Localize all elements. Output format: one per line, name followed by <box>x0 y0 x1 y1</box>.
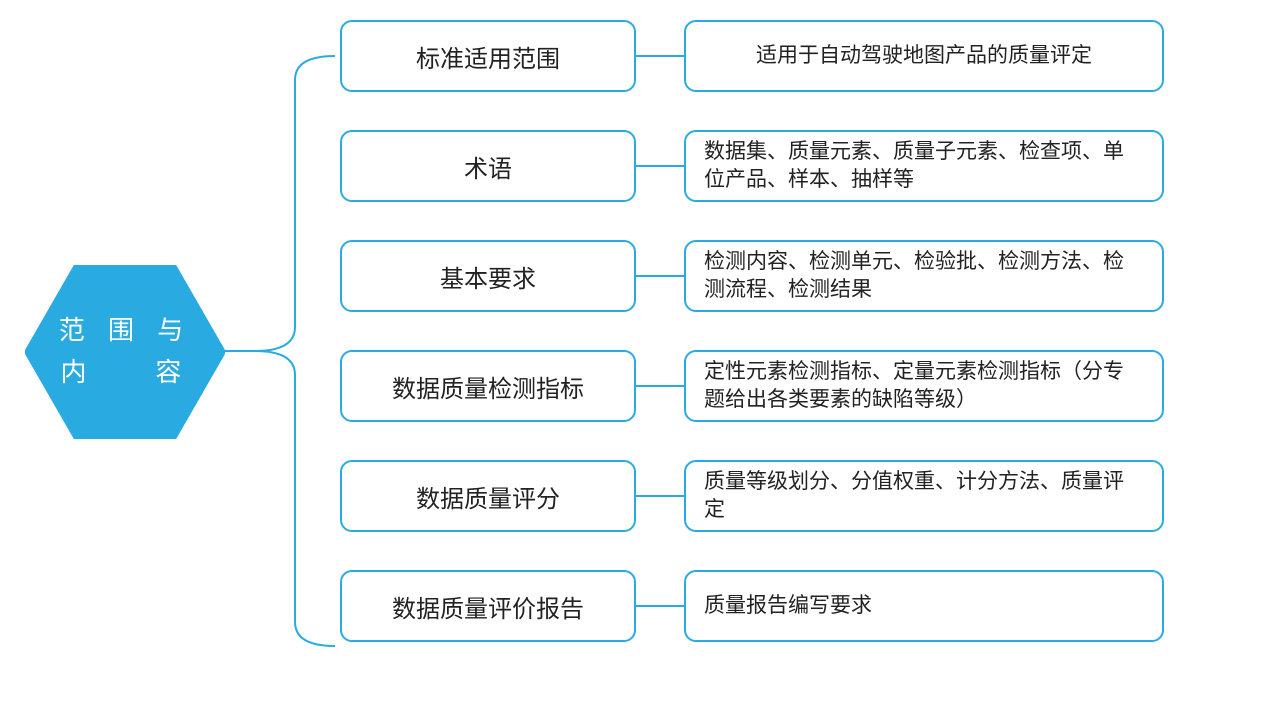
category-box: 数据质量检测指标 <box>340 350 636 422</box>
category-box: 标准适用范围 <box>340 20 636 92</box>
row-1: 术语数据集、质量元素、质量子元素、检查项、单位产品、样本、抽样等 <box>340 130 1240 202</box>
connector-line <box>636 605 684 607</box>
connector-line <box>636 495 684 497</box>
connector-line <box>636 385 684 387</box>
rows-container: 标准适用范围适用于自动驾驶地图产品的质量评定术语数据集、质量元素、质量子元素、检… <box>340 20 1240 642</box>
row-2: 基本要求检测内容、检测单元、检验批、检测方法、检测流程、检测结果 <box>340 240 1240 312</box>
connector-line <box>636 275 684 277</box>
row-0: 标准适用范围适用于自动驾驶地图产品的质量评定 <box>340 20 1240 92</box>
description-box: 定性元素检测指标、定量元素检测指标（分专题给出各类要素的缺陷等级） <box>684 350 1164 422</box>
category-box: 基本要求 <box>340 240 636 312</box>
description-box: 适用于自动驾驶地图产品的质量评定 <box>684 20 1164 92</box>
category-box: 数据质量评价报告 <box>340 570 636 642</box>
description-box: 质量等级划分、分值权重、计分方法、质量评定 <box>684 460 1164 532</box>
brace <box>235 20 335 687</box>
description-box: 检测内容、检测单元、检验批、检测方法、检测流程、检测结果 <box>684 240 1164 312</box>
category-box: 术语 <box>340 130 636 202</box>
root-hexagon: 范 围 与内 容 <box>25 265 225 439</box>
description-box: 数据集、质量元素、质量子元素、检查项、单位产品、样本、抽样等 <box>684 130 1164 202</box>
connector-line <box>636 55 684 57</box>
row-4: 数据质量评分质量等级划分、分值权重、计分方法、质量评定 <box>340 460 1240 532</box>
row-3: 数据质量检测指标定性元素检测指标、定量元素检测指标（分专题给出各类要素的缺陷等级… <box>340 350 1240 422</box>
category-box: 数据质量评分 <box>340 460 636 532</box>
connector-line <box>636 165 684 167</box>
root-label: 范 围 与内 容 <box>59 310 191 393</box>
row-5: 数据质量评价报告质量报告编写要求 <box>340 570 1240 642</box>
root-connector <box>225 350 255 352</box>
description-box: 质量报告编写要求 <box>684 570 1164 642</box>
